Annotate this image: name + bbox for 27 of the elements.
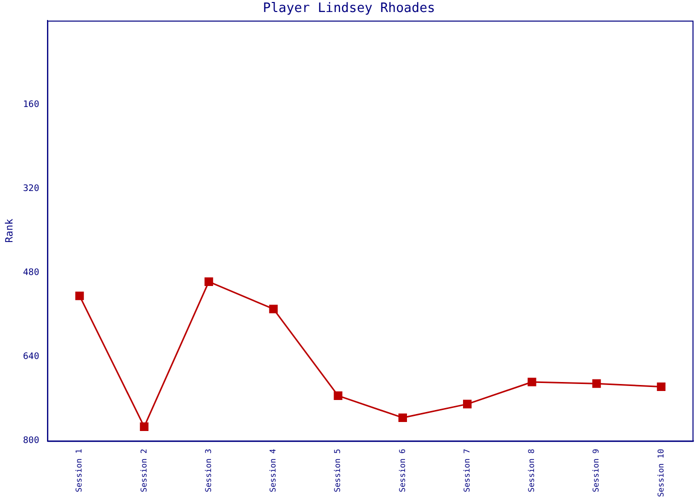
x-tick-label: Session 3 bbox=[204, 448, 213, 492]
y-axis-title: Rank bbox=[4, 218, 16, 243]
point bbox=[75, 292, 84, 300]
x-tick-label: Session 9 bbox=[592, 448, 601, 492]
x-tick-label: Session 5 bbox=[333, 448, 342, 492]
point bbox=[656, 382, 666, 392]
y-tick-label: 800 bbox=[22, 436, 40, 446]
y-tick-label: 640 bbox=[22, 352, 40, 362]
x-tick-label: Session 8 bbox=[527, 448, 536, 492]
point bbox=[398, 413, 407, 422]
point bbox=[334, 391, 342, 400]
x-tick-label: Session 1 bbox=[74, 448, 84, 492]
x-tick-label: Session 10 bbox=[656, 448, 666, 498]
chart-title: Player Lindsey Rhoades bbox=[262, 1, 436, 16]
point bbox=[528, 378, 536, 386]
y-tick-label: 160 bbox=[22, 100, 40, 110]
x-tick-label: Session 4 bbox=[268, 448, 278, 492]
x-tick-label: Session 2 bbox=[139, 448, 148, 492]
x-tick-label: Session 6 bbox=[398, 448, 407, 492]
point bbox=[269, 304, 278, 314]
point bbox=[463, 400, 472, 408]
point bbox=[592, 379, 601, 388]
point bbox=[204, 277, 214, 286]
y-tick-label: 320 bbox=[22, 184, 40, 194]
x-tick-label: Session 7 bbox=[462, 448, 472, 492]
point bbox=[140, 422, 148, 431]
y-tick-label: 480 bbox=[22, 268, 40, 278]
